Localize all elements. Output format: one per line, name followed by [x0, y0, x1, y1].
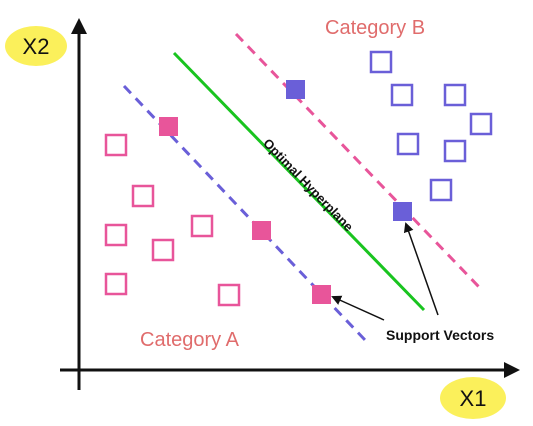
support-vector-a — [159, 117, 178, 136]
category-a-support-vectors — [159, 117, 331, 304]
category-a-point — [151, 238, 175, 262]
category-b-point — [369, 50, 393, 74]
category-a-point — [190, 214, 214, 238]
x-axis-label: X1 — [440, 377, 506, 419]
category-b-support-vectors — [286, 80, 412, 221]
category-b-point — [429, 178, 453, 202]
category-b-point — [390, 83, 414, 107]
support-vector-arrow — [331, 295, 385, 321]
category-b-points — [369, 50, 493, 202]
support-vector-b — [286, 80, 305, 99]
category-b-point — [396, 132, 420, 156]
support-vector-a — [252, 221, 271, 240]
category-a-point — [104, 223, 128, 247]
category-a-point — [104, 272, 128, 296]
x-axis-label-bg — [440, 377, 506, 419]
category-a-point — [104, 133, 128, 157]
category-a-point — [217, 283, 241, 307]
y-axis-label: X2 — [5, 26, 67, 66]
category-a-point — [131, 184, 155, 208]
category-b-point — [443, 83, 467, 107]
y-axis-label-text: X2 — [23, 34, 50, 59]
category-b-point — [443, 139, 467, 163]
support-vector-a — [312, 285, 331, 304]
y-axis-arrow-icon — [71, 18, 87, 34]
support-vector-b — [393, 202, 412, 221]
category-b-label: Category B — [325, 17, 425, 39]
x-axis-label-text: X1 — [460, 386, 487, 411]
category-b-point — [469, 112, 493, 136]
hyperplane-label: Optimal Hyperplane — [260, 135, 356, 234]
category-a-points — [104, 133, 241, 307]
category-a-label: Category A — [140, 329, 240, 351]
hyperplane-line — [172, 51, 426, 312]
support-vector-arrow — [403, 222, 439, 316]
x-axis-arrow-icon — [504, 362, 520, 378]
margin-line-b — [234, 32, 482, 290]
support-vectors-label: Support Vectors — [386, 327, 494, 343]
y-axis-label-bg — [5, 26, 67, 66]
